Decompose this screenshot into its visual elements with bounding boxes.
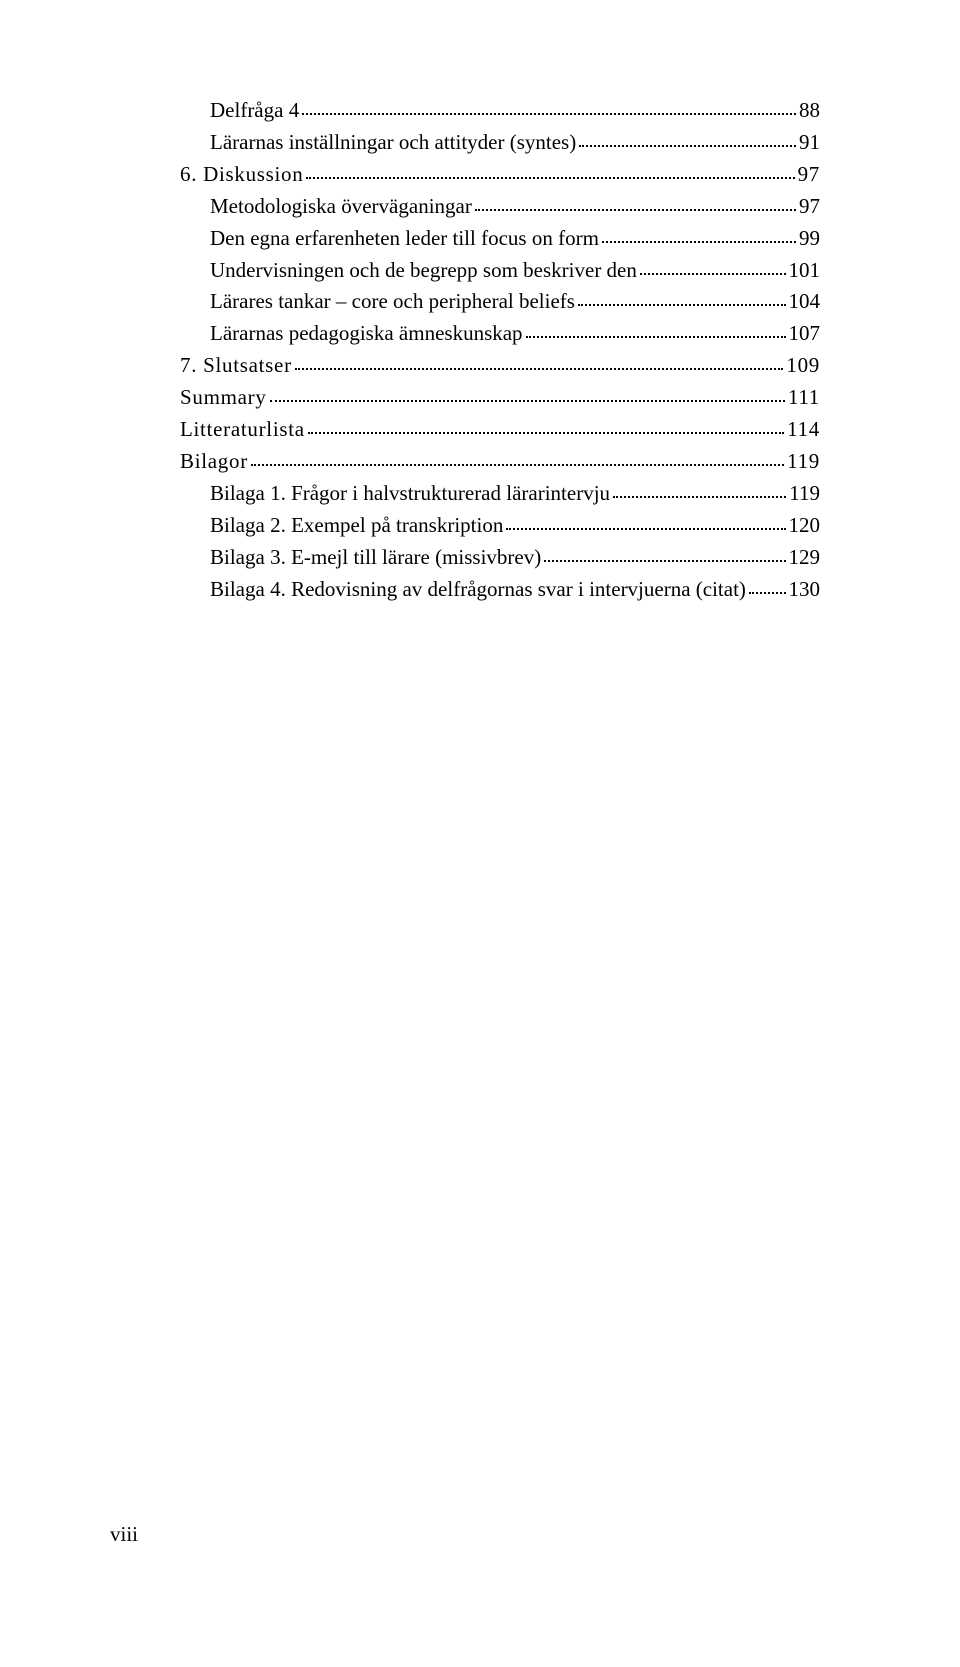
toc-entry-page: 107 [789,318,821,350]
toc-leader-dots [578,293,786,307]
toc-entry: Bilaga 4. Redovisning av delfrågornas sv… [180,574,820,606]
toc-leader-dots [613,484,786,498]
table-of-contents: Delfråga 4 88 Lärarnas inställningar och a… [180,95,820,606]
toc-leader-dots [306,165,794,179]
toc-entry-page: 111 [788,382,820,414]
toc-entry: Metodologiska överväganingar 97 [180,191,820,223]
toc-entry: 6. Diskussion 97 [180,159,820,191]
toc-entry-label: Lärarnas pedagogiska ämneskunskap [210,318,523,350]
toc-entry-page: 101 [789,255,821,287]
toc-entry-label: 7. Slutsatser [180,350,292,382]
toc-leader-dots [302,101,796,115]
toc-entry: Bilaga 2. Exempel på transkription 120 [180,510,820,542]
toc-leader-dots [526,325,786,339]
toc-entry-page: 109 [786,350,820,382]
toc-leader-dots [544,548,785,562]
toc-entry-page: 120 [789,510,821,542]
toc-entry: Summary 111 [180,382,820,414]
toc-leader-dots [506,516,785,530]
toc-entry-page: 91 [799,127,820,159]
toc-entry-page: 119 [787,446,820,478]
toc-leader-dots [308,421,784,435]
page-number: viii [110,1522,138,1547]
toc-entry-label: Bilaga 1. Frågor i halvstrukturerad lära… [210,478,610,510]
toc-entry-page: 119 [789,478,820,510]
toc-entry-page: 97 [799,191,820,223]
toc-entry: Bilaga 3. E-mejl till lärare (missivbrev… [180,542,820,574]
toc-entry-label: Litteraturlista [180,414,305,446]
toc-leader-dots [251,452,784,466]
toc-entry-label: Summary [180,382,267,414]
toc-entry-label: Undervisningen och de begrepp som beskri… [210,255,637,287]
toc-entry: Lärarnas inställningar och attityder (sy… [180,127,820,159]
toc-entry: Bilaga 1. Frågor i halvstrukturerad lära… [180,478,820,510]
toc-entry-label: Lärarnas inställningar och attityder (sy… [210,127,576,159]
toc-entry: Lärarnas pedagogiska ämneskunskap 107 [180,318,820,350]
toc-entry-label: Bilaga 4. Redovisning av delfrågornas sv… [210,574,746,606]
toc-entry: Undervisningen och de begrepp som beskri… [180,255,820,287]
toc-entry-page: 129 [789,542,821,574]
toc-entry-page: 104 [789,286,821,318]
toc-entry-label: Bilaga 2. Exempel på transkription [210,510,503,542]
toc-leader-dots [602,229,796,243]
toc-entry: Bilagor 119 [180,446,820,478]
toc-entry-label: Den egna erfarenheten leder till focus o… [210,223,599,255]
toc-leader-dots [475,197,796,211]
toc-entry-label: Delfråga 4 [210,95,299,127]
toc-entry-label: Lärares tankar – core och peripheral bel… [210,286,575,318]
toc-entry: Litteraturlista 114 [180,414,820,446]
toc-entry-page: 99 [799,223,820,255]
toc-entry-label: Bilagor [180,446,248,478]
toc-leader-dots [579,133,796,147]
toc-entry-page: 97 [798,159,820,191]
toc-entry-label: Bilaga 3. E-mejl till lärare (missivbrev… [210,542,541,574]
document-page: Delfråga 4 88 Lärarnas inställningar och a… [0,0,960,1667]
toc-entry-page: 114 [787,414,820,446]
toc-leader-dots [270,389,785,403]
toc-entry: Lärares tankar – core och peripheral bel… [180,286,820,318]
toc-entry: Den egna erfarenheten leder till focus o… [180,223,820,255]
toc-leader-dots [640,261,786,275]
toc-entry-label: 6. Diskussion [180,159,303,191]
toc-leader-dots [295,357,784,371]
toc-entry: 7. Slutsatser 109 [180,350,820,382]
toc-entry: Delfråga 4 88 [180,95,820,127]
toc-entry-page: 130 [789,574,821,606]
toc-entry-page: 88 [799,95,820,127]
toc-entry-label: Metodologiska överväganingar [210,191,472,223]
toc-leader-dots [749,580,786,594]
